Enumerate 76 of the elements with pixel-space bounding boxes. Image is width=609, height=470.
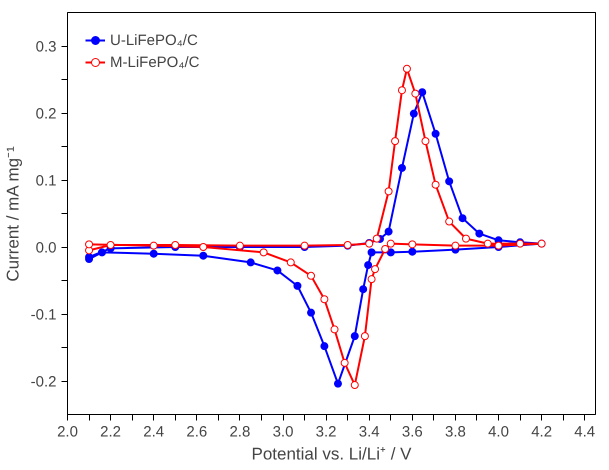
x-tick-label: 4.0 [488,424,509,440]
x-tick-label: 2.4 [143,424,164,440]
point [350,332,359,340]
y-tick-label: 0.2 [36,106,57,122]
point [106,240,115,249]
point [421,137,430,146]
point [85,240,94,248]
x-tick-label: 4.2 [531,424,552,440]
point [334,380,342,388]
x-tick-label: 4.4 [574,424,596,440]
point [150,250,158,258]
point [386,248,395,256]
x-axis-title: Potential vs. Li/Li⁺ / V [251,444,412,464]
x-tick-label: 3.0 [272,424,294,440]
y-tick-label: 0.3 [36,38,57,56]
x-tick-label: 2.8 [229,424,250,440]
point [320,295,328,304]
point [260,248,268,256]
point [360,332,369,340]
x-tick-label: 3.8 [444,424,466,440]
y-tick-label: -0.1 [30,306,57,324]
y-tick-label: 0.0 [36,240,57,256]
point [368,275,376,284]
point [150,242,158,250]
point [293,282,302,290]
x-tick-label: 3.6 [402,424,423,440]
point [368,248,376,256]
point [410,110,418,118]
point [340,358,349,367]
point [386,240,395,248]
point [364,261,372,270]
point [372,234,381,243]
point [402,64,411,73]
y-tick-label: -0.2 [30,374,57,390]
point [484,240,492,248]
x-tick-label: 2.6 [186,424,208,440]
legend-label: U-LiFePO₄/C [110,32,198,48]
point [381,245,390,254]
point [391,137,400,146]
point [199,243,208,251]
y-axis-title: Current / mA mg⁻¹ [4,146,23,282]
point [246,258,255,266]
point [398,86,406,94]
point [350,381,359,390]
point [330,325,339,334]
x-tick-label: 2.0 [57,424,78,440]
point [371,265,380,274]
x-tick-label: 3.2 [316,424,337,440]
point [320,342,328,350]
point [432,130,440,138]
point [475,230,484,238]
point [273,266,282,274]
point [384,228,393,236]
point [432,180,440,189]
x-tick-label: 2.2 [100,424,122,440]
point [462,234,470,243]
point [408,248,416,256]
point [408,240,416,248]
point [445,177,454,186]
point [458,214,467,222]
point [445,218,454,226]
point [199,252,208,260]
point [418,88,426,96]
point [307,272,316,280]
x-tick-label: 3.4 [358,424,380,440]
point [359,285,368,294]
point [98,248,106,256]
point [411,90,420,98]
point [384,187,393,196]
point [398,164,406,172]
point [451,242,460,250]
legend-label: M-LiFePO₄/C [110,54,200,70]
point [171,240,180,249]
y-tick-label: 0.1 [36,172,57,190]
point [286,258,295,266]
point [307,308,316,317]
